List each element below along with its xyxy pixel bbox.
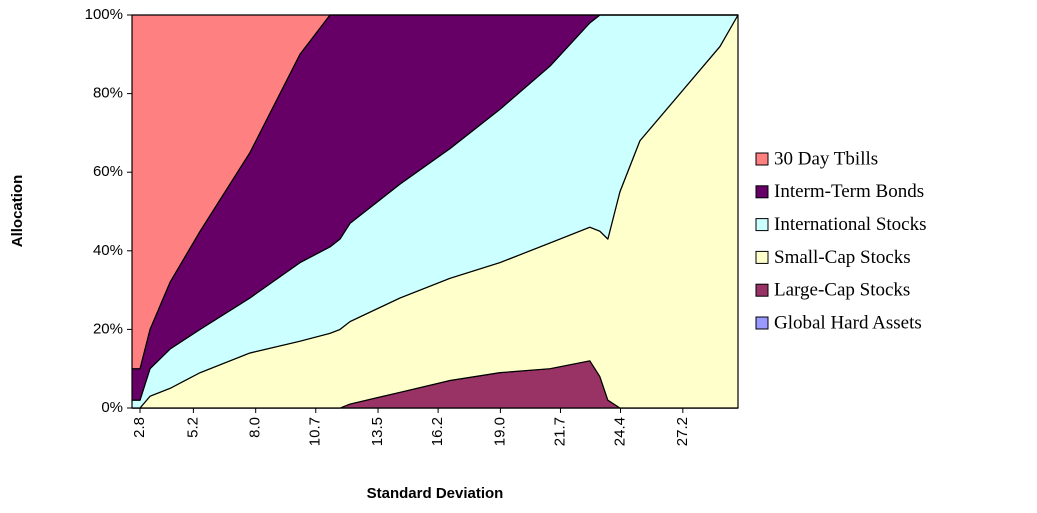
x-tick-label: 10.7: [307, 417, 324, 446]
y-tick-label: 60%: [93, 163, 123, 180]
x-tick-label: 27.2: [674, 417, 691, 446]
x-tick-label: 5.2: [184, 417, 201, 438]
legend-label: Small-Cap Stocks: [774, 247, 911, 268]
x-tick-label: 21.7: [551, 417, 568, 446]
x-tick-label: 2.8: [131, 417, 148, 438]
legend-label: International Stocks: [774, 214, 927, 235]
y-axis-title: Allocation: [9, 175, 26, 248]
y-tick-label: 100%: [85, 6, 123, 23]
x-tick-label: 16.2: [429, 417, 446, 446]
legend-swatch: [755, 316, 769, 330]
legend-label: Global Hard Assets: [774, 312, 922, 333]
legend-label: Large-Cap Stocks: [774, 280, 910, 301]
plot-frame: [131, 14, 739, 409]
legend-label: Interm-Term Bonds: [774, 181, 924, 202]
y-tick-label: 0%: [101, 399, 123, 416]
x-tick-label: 8.0: [247, 417, 264, 438]
legend-swatch: [755, 283, 769, 297]
legend-swatch: [755, 218, 769, 232]
legend-swatch: [755, 152, 769, 166]
legend-label: 30 Day Tbills: [774, 148, 878, 169]
x-tick-label: 19.0: [491, 417, 508, 446]
y-tick-label: 80%: [93, 85, 123, 102]
y-tick-label: 20%: [93, 320, 123, 337]
legend-swatch: [755, 250, 769, 264]
y-tick-label: 40%: [93, 242, 123, 259]
legend-swatch: [755, 185, 769, 199]
x-tick-label: 24.4: [612, 417, 629, 446]
x-axis-title: Standard Deviation: [367, 485, 504, 502]
x-tick-label: 13.5: [369, 417, 386, 446]
